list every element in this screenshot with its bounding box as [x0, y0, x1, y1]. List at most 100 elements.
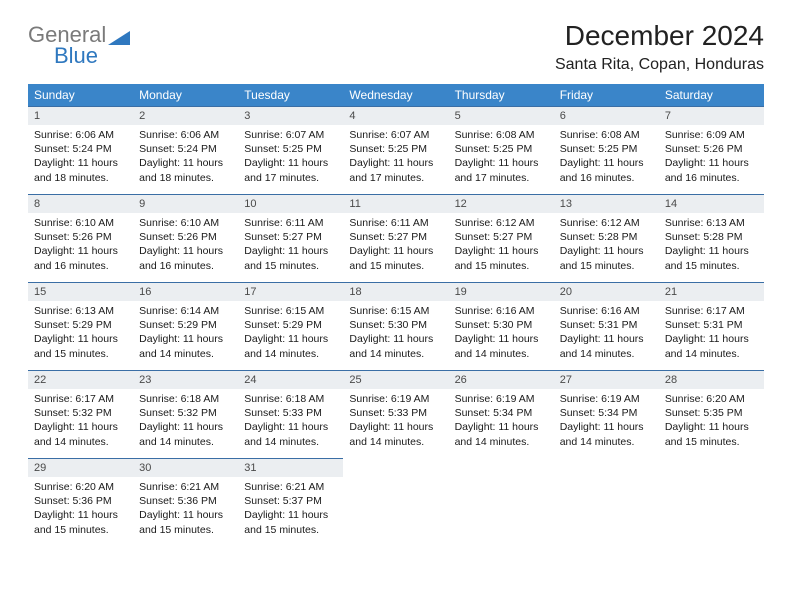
day-body: Sunrise: 6:06 AMSunset: 5:24 PMDaylight:… [28, 125, 133, 191]
daylight-line: Daylight: 11 hours and 14 minutes. [560, 420, 653, 448]
sunset-line: Sunset: 5:28 PM [665, 230, 758, 244]
calendar-cell: 1Sunrise: 6:06 AMSunset: 5:24 PMDaylight… [28, 107, 133, 195]
dayhead-wed: Wednesday [343, 84, 448, 107]
sunset-line: Sunset: 5:37 PM [244, 494, 337, 508]
sunset-line: Sunset: 5:24 PM [34, 142, 127, 156]
day-body: Sunrise: 6:21 AMSunset: 5:37 PMDaylight:… [238, 477, 343, 543]
calendar-cell: 3 Sunrise: 6:07 AMSunset: 5:25 PMDaylight… [238, 107, 343, 195]
day-number: 3 [238, 107, 343, 125]
day-body: Sunrise: 6:19 AMSunset: 5:34 PMDaylight:… [449, 389, 554, 455]
sunset-line: Sunset: 5:34 PM [560, 406, 653, 420]
sunset-line: Sunset: 5:26 PM [139, 230, 232, 244]
sunrise-line: Sunrise: 6:08 AM [455, 128, 548, 142]
day-body: Sunrise: 6:20 AMSunset: 5:35 PMDaylight:… [659, 389, 764, 455]
header: General Blue December 2024 Santa Rita, C… [28, 20, 764, 74]
daylight-line: Daylight: 11 hours and 15 minutes. [139, 508, 232, 536]
calendar-cell: 2Sunrise: 6:06 AMSunset: 5:24 PMDaylight… [133, 107, 238, 195]
day-body: Sunrise: 6:06 AMSunset: 5:24 PMDaylight:… [133, 125, 238, 191]
day-number: 29 [28, 459, 133, 477]
day-number: 9 [133, 195, 238, 213]
sunrise-line: Sunrise: 6:15 AM [244, 304, 337, 318]
daylight-line: Daylight: 11 hours and 15 minutes. [244, 244, 337, 272]
day-number: 10 [238, 195, 343, 213]
day-number: 6 [554, 107, 659, 125]
sunrise-line: Sunrise: 6:15 AM [349, 304, 442, 318]
day-number: 16 [133, 283, 238, 301]
day-body: Sunrise: 6:11 AMSunset: 5:27 PMDaylight:… [343, 213, 448, 279]
dayhead-sat: Saturday [659, 84, 764, 107]
sunset-line: Sunset: 5:31 PM [560, 318, 653, 332]
sunrise-line: Sunrise: 6:12 AM [560, 216, 653, 230]
daylight-line: Daylight: 11 hours and 16 minutes. [560, 156, 653, 184]
brand-word-2: Blue [54, 45, 130, 67]
day-number: 25 [343, 371, 448, 389]
sunset-line: Sunset: 5:34 PM [455, 406, 548, 420]
day-body: Sunrise: 6:16 AMSunset: 5:31 PMDaylight:… [554, 301, 659, 367]
dayhead-mon: Monday [133, 84, 238, 107]
sunrise-line: Sunrise: 6:11 AM [349, 216, 442, 230]
sunrise-line: Sunrise: 6:17 AM [34, 392, 127, 406]
daylight-line: Daylight: 11 hours and 14 minutes. [244, 332, 337, 360]
daylight-line: Daylight: 11 hours and 17 minutes. [244, 156, 337, 184]
sunrise-line: Sunrise: 6:07 AM [244, 128, 337, 142]
day-number: 22 [28, 371, 133, 389]
day-number: 18 [343, 283, 448, 301]
dayhead-fri: Friday [554, 84, 659, 107]
sunrise-line: Sunrise: 6:20 AM [34, 480, 127, 494]
calendar-cell: 29Sunrise: 6:20 AMSunset: 5:36 PMDayligh… [28, 459, 133, 547]
daylight-line: Daylight: 11 hours and 15 minutes. [665, 244, 758, 272]
sunrise-line: Sunrise: 6:13 AM [34, 304, 127, 318]
calendar-cell: 25Sunrise: 6:19 AMSunset: 5:33 PMDayligh… [343, 371, 448, 459]
day-body: Sunrise: 6:21 AMSunset: 5:36 PMDaylight:… [133, 477, 238, 543]
brand-logo: General Blue [28, 24, 130, 67]
daylight-line: Daylight: 11 hours and 14 minutes. [665, 332, 758, 360]
sunrise-line: Sunrise: 6:18 AM [244, 392, 337, 406]
daylight-line: Daylight: 11 hours and 15 minutes. [349, 244, 442, 272]
day-body: Sunrise: 6:10 AMSunset: 5:26 PMDaylight:… [28, 213, 133, 279]
calendar-table: Sunday Monday Tuesday Wednesday Thursday… [28, 84, 764, 547]
sunrise-line: Sunrise: 6:08 AM [560, 128, 653, 142]
day-body: Sunrise: 6:15 AMSunset: 5:29 PMDaylight:… [238, 301, 343, 367]
calendar-cell: 10Sunrise: 6:11 AMSunset: 5:27 PMDayligh… [238, 195, 343, 283]
calendar-cell: 15Sunrise: 6:13 AMSunset: 5:29 PMDayligh… [28, 283, 133, 371]
sunrise-line: Sunrise: 6:06 AM [34, 128, 127, 142]
sunrise-line: Sunrise: 6:21 AM [244, 480, 337, 494]
sunset-line: Sunset: 5:25 PM [455, 142, 548, 156]
calendar-cell [449, 459, 554, 547]
day-number: 24 [238, 371, 343, 389]
daylight-line: Daylight: 11 hours and 14 minutes. [349, 332, 442, 360]
daylight-line: Daylight: 11 hours and 14 minutes. [455, 332, 548, 360]
day-number: 4 [343, 107, 448, 125]
day-body: Sunrise: 6:07 AMSunset: 5:25 PMDaylight:… [343, 125, 448, 191]
sunset-line: Sunset: 5:36 PM [34, 494, 127, 508]
sunset-line: Sunset: 5:24 PM [139, 142, 232, 156]
day-body: Sunrise: 6:10 AMSunset: 5:26 PMDaylight:… [133, 213, 238, 279]
day-number: 21 [659, 283, 764, 301]
daylight-line: Daylight: 11 hours and 16 minutes. [139, 244, 232, 272]
sunset-line: Sunset: 5:27 PM [455, 230, 548, 244]
daylight-line: Daylight: 11 hours and 15 minutes. [455, 244, 548, 272]
sunset-line: Sunset: 5:25 PM [244, 142, 337, 156]
sunrise-line: Sunrise: 6:16 AM [560, 304, 653, 318]
calendar-cell [659, 459, 764, 547]
day-body: Sunrise: 6:08 AMSunset: 5:25 PMDaylight:… [449, 125, 554, 191]
day-number: 26 [449, 371, 554, 389]
sunset-line: Sunset: 5:30 PM [455, 318, 548, 332]
sunset-line: Sunset: 5:26 PM [665, 142, 758, 156]
day-number: 19 [449, 283, 554, 301]
day-body: Sunrise: 6:09 AMSunset: 5:26 PMDaylight:… [659, 125, 764, 191]
sunset-line: Sunset: 5:29 PM [244, 318, 337, 332]
sunset-line: Sunset: 5:27 PM [349, 230, 442, 244]
calendar-cell: 6Sunrise: 6:08 AMSunset: 5:25 PMDaylight… [554, 107, 659, 195]
daylight-line: Daylight: 11 hours and 15 minutes. [244, 508, 337, 536]
daylight-line: Daylight: 11 hours and 14 minutes. [244, 420, 337, 448]
calendar-cell: 17Sunrise: 6:15 AMSunset: 5:29 PMDayligh… [238, 283, 343, 371]
sunset-line: Sunset: 5:32 PM [34, 406, 127, 420]
sunset-line: Sunset: 5:25 PM [349, 142, 442, 156]
calendar-cell: 28Sunrise: 6:20 AMSunset: 5:35 PMDayligh… [659, 371, 764, 459]
day-number: 14 [659, 195, 764, 213]
day-body: Sunrise: 6:14 AMSunset: 5:29 PMDaylight:… [133, 301, 238, 367]
calendar-cell: 21Sunrise: 6:17 AMSunset: 5:31 PMDayligh… [659, 283, 764, 371]
sunset-line: Sunset: 5:31 PM [665, 318, 758, 332]
page-title: December 2024 [555, 20, 764, 52]
